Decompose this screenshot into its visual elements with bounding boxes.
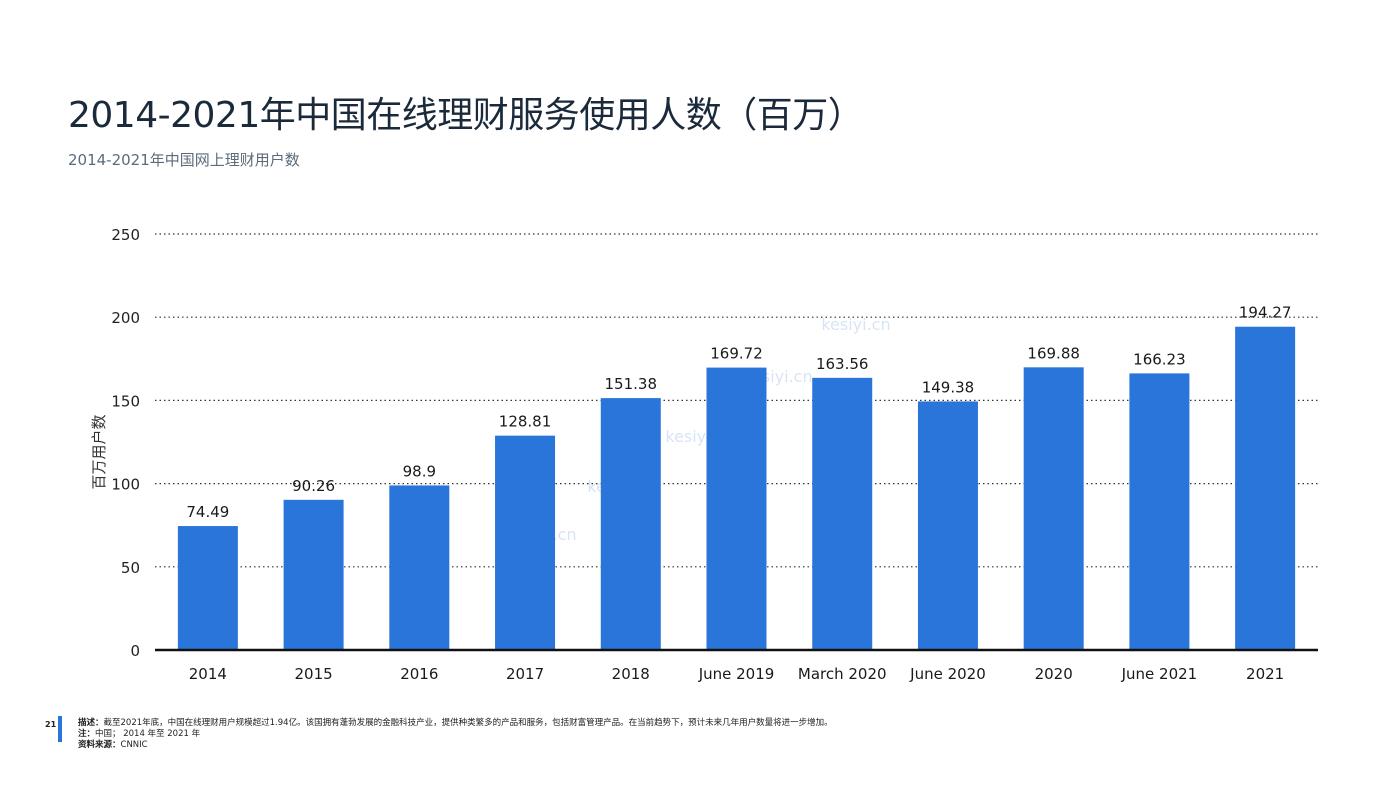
note-line: 注：中国； 2014 年至 2021 年 (78, 729, 833, 740)
page-subtitle: 2014-2021年中国网上理财用户数 (68, 151, 300, 169)
bar (283, 499, 344, 650)
bar (706, 367, 767, 650)
x-tick-label: 2017 (506, 665, 544, 683)
y-tick-label: 50 (121, 559, 140, 577)
x-tick-label: 2020 (1035, 665, 1073, 683)
bar (812, 377, 873, 650)
page-title: 2014-2021年中国在线理财服务使用人数（百万） (68, 95, 864, 136)
bar (389, 485, 450, 650)
bar (1235, 326, 1296, 650)
note-label: 注： (78, 729, 96, 739)
bar-value-label: 149.38 (922, 378, 975, 396)
x-tick-label: 2021 (1246, 665, 1284, 683)
y-tick-label: 200 (111, 309, 140, 327)
bar-value-label: 163.56 (816, 355, 869, 373)
x-tick-label: June 2020 (909, 665, 986, 683)
description-line: 描述：截至2021年底，中国在线理财用户规模超过1.94亿。该国拥有蓬勃发展的金… (78, 718, 833, 729)
x-tick-label: June 2019 (698, 665, 775, 683)
y-tick-label: 0 (130, 642, 140, 660)
bar-value-label: 151.38 (605, 375, 658, 393)
bar-value-label: 98.9 (403, 462, 436, 480)
y-axis-label: 百万用户数 (90, 414, 108, 489)
y-tick-label: 250 (111, 226, 140, 244)
bar-value-label: 74.49 (186, 503, 229, 521)
note-text: 中国； 2014 年至 2021 年 (95, 729, 201, 739)
bar-value-label: 90.26 (292, 477, 335, 495)
bar-value-label: 166.23 (1133, 350, 1186, 368)
bar-value-label: 169.88 (1027, 344, 1080, 362)
source-line: 资料来源：CNNIC (78, 740, 833, 751)
x-tick-label: 2016 (400, 665, 438, 683)
bar-value-label: 194.27 (1239, 304, 1292, 322)
x-tick-label: 2018 (612, 665, 650, 683)
x-tick-label: 2015 (294, 665, 332, 683)
description-label: 描述： (78, 718, 104, 728)
bar-value-label: 169.72 (710, 345, 763, 363)
bar (495, 435, 556, 650)
bar (177, 526, 238, 650)
footer-notes: 描述：截至2021年底，中国在线理财用户规模超过1.94亿。该国拥有蓬勃发展的金… (78, 718, 833, 751)
page-accent-bar (58, 716, 62, 742)
bar (1023, 367, 1084, 650)
x-tick-label: 2014 (189, 665, 227, 683)
y-tick-label: 150 (111, 392, 140, 410)
bar-value-label: 128.81 (499, 413, 552, 431)
page-number: 21 (45, 720, 57, 729)
source-label: 资料来源： (78, 740, 121, 750)
bar (600, 398, 661, 650)
x-tick-label: June 2021 (1121, 665, 1198, 683)
bar (1129, 373, 1190, 650)
x-tick-label: March 2020 (798, 665, 887, 683)
y-tick-label: 100 (111, 476, 140, 494)
source-text: CNNIC (120, 740, 148, 750)
description-text: 截至2021年底，中国在线理财用户规模超过1.94亿。该国拥有蓬勃发展的金融科技… (103, 718, 833, 728)
watermark-text: kesiyi.cn (821, 315, 890, 334)
bar (917, 401, 978, 650)
